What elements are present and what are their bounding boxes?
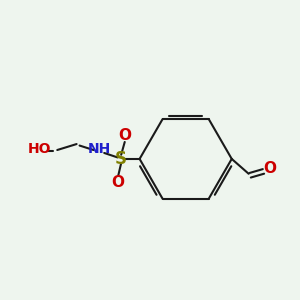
Text: O: O <box>118 128 131 142</box>
Text: NH: NH <box>87 142 110 156</box>
Text: HO: HO <box>28 142 51 156</box>
Text: S: S <box>115 150 127 168</box>
Text: O: O <box>112 175 125 190</box>
Text: O: O <box>264 161 277 176</box>
